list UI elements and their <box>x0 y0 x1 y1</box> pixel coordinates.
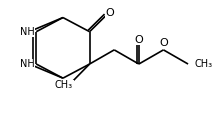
Text: NH: NH <box>20 59 34 69</box>
Text: NH: NH <box>20 27 34 37</box>
Text: CH₃: CH₃ <box>55 80 73 90</box>
Text: O: O <box>134 35 143 45</box>
Text: O: O <box>159 38 168 48</box>
Text: CH₃: CH₃ <box>194 59 212 69</box>
Text: O: O <box>106 7 114 17</box>
